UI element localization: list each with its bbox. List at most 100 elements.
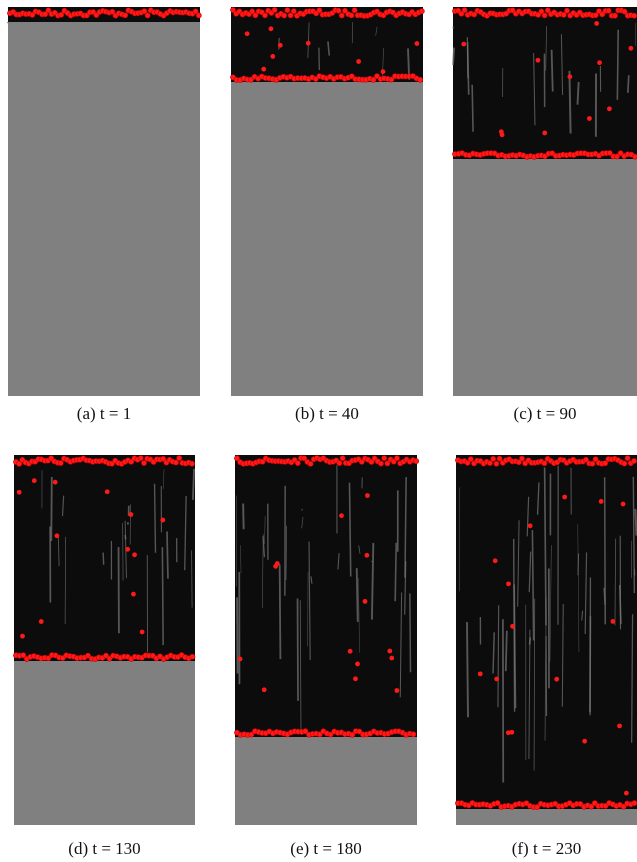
streak [552,50,553,92]
particle [278,43,283,48]
particle [519,456,524,461]
particle [610,619,615,624]
particle [506,730,511,735]
particle [582,739,587,744]
invaded-region [231,7,423,82]
particle [562,495,567,500]
panel: (e) t = 180 [234,455,418,858]
particle [262,687,267,692]
particle [270,54,275,59]
particle [105,489,110,494]
streak [628,75,629,93]
particle [564,8,569,13]
particle [54,533,59,538]
particle [510,624,515,629]
particle [261,67,266,72]
particle [306,41,311,46]
panel: (d) t = 130 [13,455,195,858]
particle [378,461,383,466]
particle [238,657,243,662]
particle [363,599,368,604]
particle [625,456,630,461]
particle [272,7,277,12]
particle [132,552,137,557]
particle [493,558,498,563]
particle [262,13,267,18]
particle [160,518,165,523]
particle [462,7,467,12]
particle [17,490,22,495]
particle [131,592,136,597]
particle [414,459,419,464]
particle [364,553,369,558]
figure: (a) t = 1(b) t = 40(c) t = 90(d) t = 130… [0,0,637,862]
streak [125,535,126,540]
streak [635,509,636,536]
streak [506,631,507,671]
streak [605,477,606,624]
particle [542,13,547,18]
particle [39,619,44,624]
particle [594,21,599,26]
caption: (e) t = 180 [290,839,361,858]
streak [410,593,411,672]
particle [245,31,250,36]
particle [141,460,146,465]
caption: (a) t = 1 [77,404,131,423]
particle [177,455,182,460]
particle [125,547,130,552]
particle [382,456,387,461]
particle [617,724,622,729]
particle [282,13,287,18]
particle [394,456,399,461]
particle [355,662,360,667]
particle [621,502,626,507]
particle [554,677,559,682]
particle [53,480,58,485]
particle [632,154,637,159]
particle [308,461,313,466]
particle [173,460,178,465]
particle [339,513,344,518]
panel-image [8,7,200,396]
particle [606,8,611,13]
particle [389,656,394,661]
particle [500,132,505,137]
streak [498,605,499,707]
streak [162,547,163,645]
streak [468,42,469,94]
particle [58,460,63,465]
particle [567,74,572,79]
particle [336,8,341,13]
invaded-region [456,455,637,809]
caption: (b) t = 40 [295,404,359,423]
particle [275,561,280,566]
particle [461,42,466,47]
streak [192,550,193,607]
streak [7,22,8,23]
panel: (b) t = 40 [230,7,424,423]
particle [140,630,145,635]
particle [599,499,604,504]
particle [632,13,637,18]
particle [624,791,629,796]
streak [65,537,66,624]
particle [419,9,424,14]
streak [467,622,468,717]
particle [189,461,194,466]
streak [193,469,194,500]
particle [353,676,358,681]
page: {"figure": {"panels": [ {"caption": "(a)… [0,0,637,862]
particle [622,461,627,466]
streak [357,568,358,622]
particle [590,461,595,466]
panel: (a) t = 1 [7,7,201,423]
particle [418,77,423,82]
particle [628,46,633,51]
particle [536,58,541,63]
particle [138,456,143,461]
particle [196,13,201,18]
streak [395,543,396,602]
particle [478,671,483,676]
particle [631,458,636,463]
